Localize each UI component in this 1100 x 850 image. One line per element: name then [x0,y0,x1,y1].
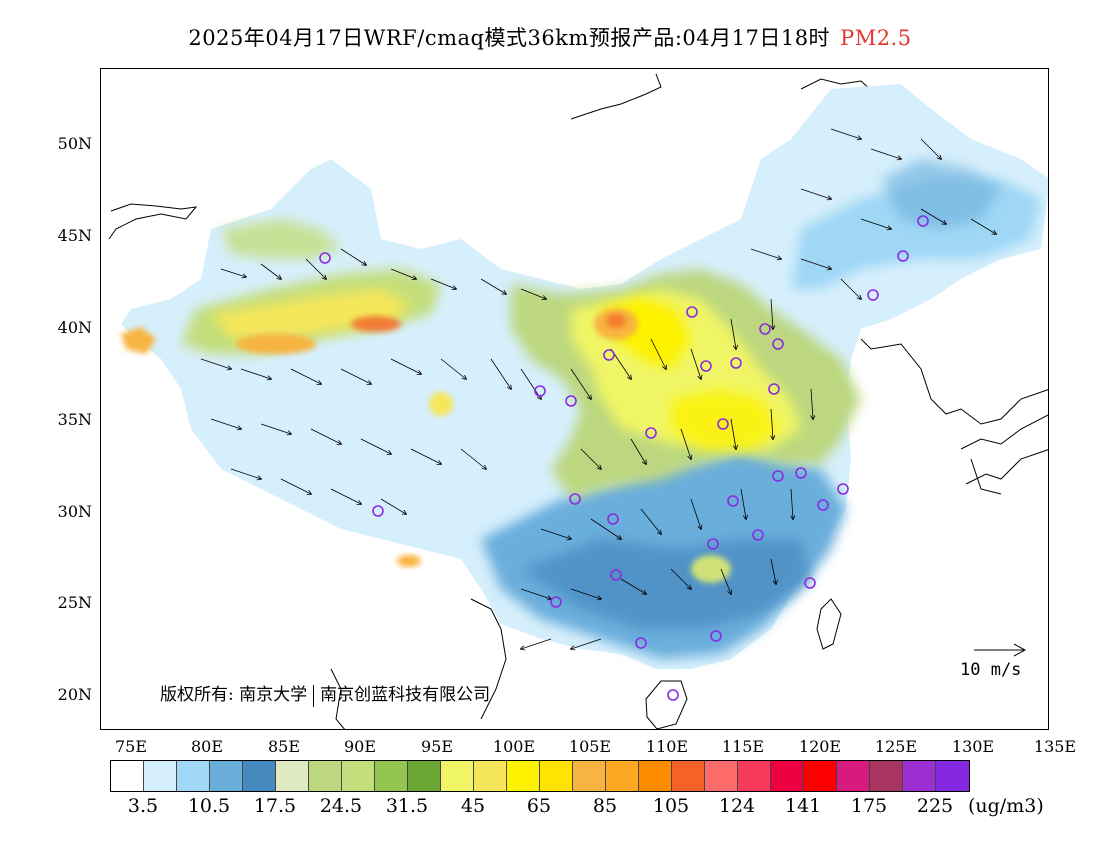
lon-label-135e: 135E [1033,737,1077,756]
colorbar-cell [441,761,474,791]
lon-label-105e: 105E [568,737,612,756]
colorbar-cell [573,761,606,791]
lat-label-25n: 25N [57,593,92,612]
copyright-notice: 版权所有: 南京大学 南京创蓝科技有限公司 [160,680,490,707]
colorbar-label: 17.5 [253,795,297,817]
colorbar-label: 31.5 [385,795,429,817]
colorbar-cell [804,761,837,791]
title-pollutant: PM2.5 [840,26,912,50]
colorbar-label: 175 [850,795,888,817]
colorbar-cell [111,761,144,791]
lon-label-95e: 95E [420,737,454,756]
colorbar-cell [474,761,507,791]
colorbar-cell [870,761,903,791]
colorbar-label: 3.5 [127,795,159,817]
colorbar-label: 124 [718,795,756,817]
lon-label-110e: 110E [645,737,689,756]
lon-label-125e: 125E [874,737,918,756]
lon-label-80e: 80E [190,737,224,756]
colorbar-label: 10.5 [187,795,231,817]
forecast-map[interactable] [100,68,1049,730]
lon-label-100e: 100E [492,737,536,756]
colorbar-label: 65 [526,795,552,817]
colorbar-cell [837,761,870,791]
colorbar [110,760,970,792]
lat-label-40n: 40N [57,318,92,337]
colorbar-label: 24.5 [319,795,363,817]
lat-label-30n: 30N [57,502,92,521]
lon-label-130e: 130E [951,737,995,756]
lat-label-20n: 20N [57,685,92,704]
lon-label-75e: 75E [114,737,148,756]
colorbar-unit: (ug/m3) [968,795,1044,817]
title-main: 2025年04月17日WRF/cmaq模式36km预报产品:04月17日18时 [188,26,831,50]
copyright-left: 版权所有: 南京大学 [160,685,308,705]
lat-label-35n: 35N [57,410,92,429]
colorbar-cell [639,761,672,791]
colorbar-cell [771,761,804,791]
colorbar-label: 85 [592,795,618,817]
colorbar-cell [606,761,639,791]
colorbar-label: 105 [652,795,690,817]
colorbar-cell [936,761,969,791]
colorbar-label: 225 [916,795,954,817]
colorbar-cell [738,761,771,791]
colorbar-cell [210,761,243,791]
colorbar-cell [144,761,177,791]
wind-reference-label: 10 m/s [960,660,1022,680]
colorbar-cell [309,761,342,791]
copyright-divider [313,684,315,707]
lon-label-90e: 90E [343,737,377,756]
colorbar-cell [903,761,936,791]
reference-arrow-icon [974,643,1027,657]
colorbar-label: 45 [460,795,486,817]
colorbar-cell [705,761,738,791]
colorbar-cell [342,761,375,791]
lon-label-115e: 115E [721,737,765,756]
colorbar-cell [276,761,309,791]
map-title: 2025年04月17日WRF/cmaq模式36km预报产品:04月17日18时 P… [0,22,1100,52]
lon-label-85e: 85E [267,737,301,756]
copyright-right: 南京创蓝科技有限公司 [320,685,491,705]
lon-label-120e: 120E [798,737,842,756]
colorbar-cell [507,761,540,791]
colorbar-cell [375,761,408,791]
monitoring-site-circle-icons [319,215,929,701]
wind-vector-icons [200,128,996,649]
colorbar-cell [672,761,705,791]
lat-label-45n: 45N [57,226,92,245]
colorbar-cell [243,761,276,791]
colorbar-cell [408,761,441,791]
colorbar-label: 141 [784,795,822,817]
map-canvas[interactable] [101,69,1049,730]
colorbar-cell [540,761,573,791]
pm25-concentration-field [121,84,1048,669]
lat-label-50n: 50N [57,134,92,153]
colorbar-cell [177,761,210,791]
